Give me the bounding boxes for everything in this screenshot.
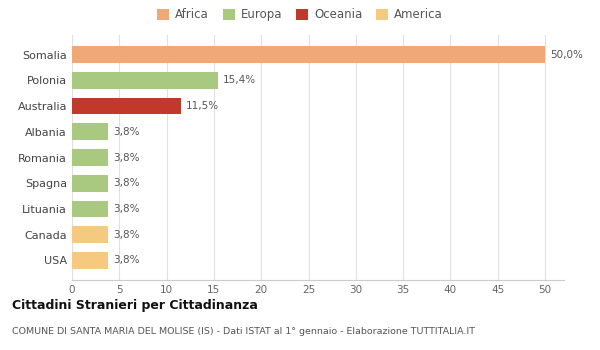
Legend: Africa, Europa, Oceania, America: Africa, Europa, Oceania, America <box>155 6 445 24</box>
Text: 50,0%: 50,0% <box>550 49 583 60</box>
Text: 11,5%: 11,5% <box>185 101 218 111</box>
Bar <box>72 226 108 243</box>
Text: COMUNE DI SANTA MARIA DEL MOLISE (IS) - Dati ISTAT al 1° gennaio - Elaborazione : COMUNE DI SANTA MARIA DEL MOLISE (IS) - … <box>12 327 475 336</box>
Text: 3,8%: 3,8% <box>113 153 139 162</box>
Bar <box>72 46 545 63</box>
Bar <box>72 124 108 140</box>
Bar <box>72 201 108 217</box>
Bar <box>72 149 108 166</box>
Text: 3,8%: 3,8% <box>113 178 139 188</box>
Text: 3,8%: 3,8% <box>113 230 139 240</box>
Text: 3,8%: 3,8% <box>113 127 139 137</box>
Bar <box>72 175 108 191</box>
Text: 15,4%: 15,4% <box>223 75 256 85</box>
Text: Cittadini Stranieri per Cittadinanza: Cittadini Stranieri per Cittadinanza <box>12 299 258 312</box>
Text: 3,8%: 3,8% <box>113 256 139 266</box>
Bar <box>72 72 218 89</box>
Text: 3,8%: 3,8% <box>113 204 139 214</box>
Bar <box>72 98 181 114</box>
Bar <box>72 252 108 269</box>
